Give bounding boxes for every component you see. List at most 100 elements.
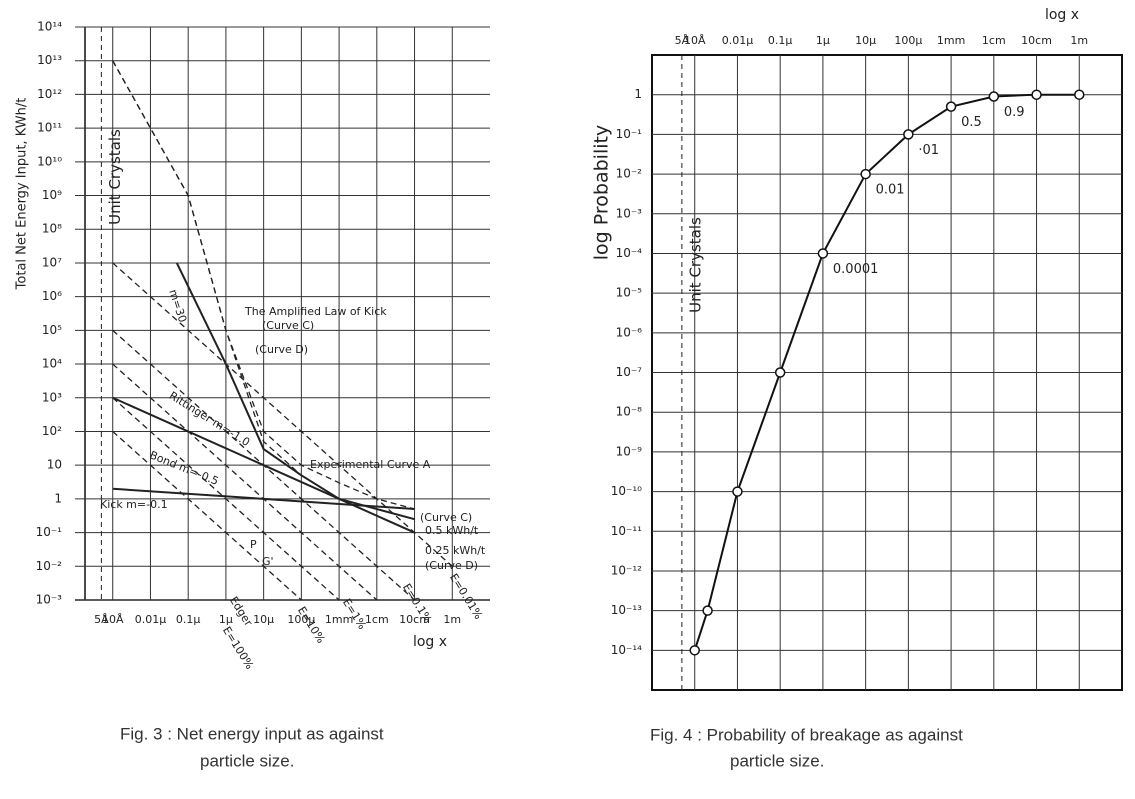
- y-tick-label: 10⁷: [42, 255, 62, 269]
- y-tick-label: 10⁻²: [616, 167, 643, 181]
- x-tick-label: 100μ: [894, 34, 922, 47]
- annotation: E=100%: [220, 624, 256, 671]
- x-tick-label: 0.01μ: [135, 613, 167, 626]
- y-tick-label: 10⁻¹: [36, 525, 63, 539]
- y-tick-label: 10⁻⁶: [616, 325, 643, 339]
- annotation: 0.5 kWh/t: [425, 524, 479, 537]
- y-tick-label: 10⁻¹: [616, 127, 643, 141]
- data-point: [732, 486, 743, 497]
- annotation: Experimental Curve A: [310, 458, 431, 471]
- x-tick-label: 1m: [443, 613, 461, 626]
- data-point: [860, 168, 871, 180]
- x-tick-label: 5Å: [94, 613, 109, 626]
- y-tick-label: 10⁻¹³: [611, 603, 642, 617]
- y-tick-label: 10¹⁴: [37, 20, 62, 34]
- y-tick-label: 10⁻³: [616, 206, 643, 220]
- y-tick-label: 10⁻⁸: [616, 405, 643, 419]
- x-tick-label: 100μ: [287, 613, 315, 626]
- annotation: The Amplified Law of Kick: [244, 305, 387, 318]
- x-axis-label: log x: [1045, 7, 1079, 23]
- y-tick-label: 10⁻⁵: [616, 286, 643, 300]
- y-tick-label: 10²: [42, 424, 62, 438]
- data-point: [903, 129, 914, 140]
- x-tick-label: 1m: [1070, 34, 1088, 47]
- reference-label: Unit Crystals: [106, 129, 124, 225]
- data-point: [689, 645, 700, 656]
- x-tick-label: 10μ: [253, 613, 274, 626]
- y-tick-label: 10⁶: [42, 289, 62, 303]
- caption: Fig. 4 : Probability of breakage as agai…: [650, 725, 963, 744]
- x-tick-label: 10cm: [1021, 34, 1052, 47]
- chart: 10⁻³ 10⁻² 10⁻¹ 1 10 10² 10³ 10⁴ 10⁵ 10⁶ 10⁷ 10⁸ 10⁹ 1…: [15, 20, 490, 770]
- x-tick-label: 1mm: [325, 613, 353, 626]
- series-line: [112, 363, 378, 601]
- x-tick-label: 10cm: [399, 613, 430, 626]
- y-tick-label: 1: [634, 87, 642, 101]
- x-tick-label: 1μ: [816, 34, 830, 47]
- x-tick-label: 0.1μ: [176, 613, 201, 626]
- x-tick-label: 1cm: [365, 613, 389, 626]
- y-tick-label: 10¹³: [37, 53, 62, 67]
- y-tick-label: 10⁻⁹: [616, 444, 643, 458]
- data-label: ·01: [918, 143, 939, 158]
- x-tick-label: 10μ: [855, 34, 876, 47]
- x-tick-label: 1cm: [982, 34, 1006, 47]
- x-tick-label: 1mm: [937, 34, 965, 47]
- y-tick-label: 10⁻²: [36, 559, 63, 573]
- annotation: (Curve C): [262, 319, 314, 332]
- series-line: [112, 262, 453, 567]
- data-point: [702, 605, 713, 616]
- y-tick-label: 10⁵: [42, 323, 62, 337]
- annotation: P: [250, 538, 257, 551]
- y-tick-label: 10¹⁰: [37, 154, 62, 168]
- annotation: G': [262, 555, 274, 568]
- annotation: Kick m=-0.1: [100, 498, 168, 511]
- annotation: 0.25 kWh/t: [425, 544, 486, 557]
- data-point: [945, 101, 957, 112]
- y-tick-label: 10⁻¹⁰: [611, 484, 642, 498]
- x-tick-label: 10Å: [684, 34, 706, 47]
- y-tick-label: 10⁸: [42, 222, 62, 236]
- annotation: Bond m=-0.5: [148, 449, 221, 488]
- x-tick-label: 1μ: [219, 613, 233, 626]
- data-label: 0.01: [876, 183, 905, 198]
- annotation: (Curve D): [255, 343, 308, 356]
- data-label: 0.0001: [833, 262, 879, 277]
- series-line: [112, 397, 340, 601]
- y-axis-label: log Probability: [591, 125, 613, 260]
- y-tick-label: 10¹²: [37, 87, 62, 101]
- y-axis-label: Total Net Energy Input, KWh/t: [15, 98, 30, 291]
- caption: particle size.: [200, 751, 294, 770]
- series-line: [112, 396, 415, 534]
- x-tick-label: 10Å: [102, 613, 124, 626]
- reference-label: Unit Crystals: [686, 217, 704, 313]
- caption: Fig. 3 : Net energy input as against: [120, 724, 384, 743]
- y-tick-label: 1: [54, 491, 62, 505]
- y-tick-label: 10⁻³: [36, 593, 63, 607]
- data-point: [1074, 89, 1085, 100]
- chart: 1 10⁻¹ 10⁻² 10⁻³ 10⁻⁴ 10⁻⁵ 10⁻⁶ 10⁻⁷ 10⁻⁸ 10⁻⁹ 10⁻…: [591, 7, 1123, 770]
- y-tick-label: 10: [47, 458, 62, 472]
- x-tick-label: 0.1μ: [768, 34, 793, 47]
- y-tick-label: 10³: [42, 390, 62, 404]
- annotation: (Curve C): [420, 511, 472, 524]
- series-line: [112, 430, 302, 601]
- caption: particle size.: [730, 751, 824, 770]
- data-label: 0.5: [961, 115, 982, 130]
- x-axis-label: log x: [413, 634, 447, 650]
- data-label: 0.9: [1004, 105, 1025, 120]
- y-tick-label: 10⁻¹¹: [611, 524, 642, 538]
- y-tick-label: 10⁻⁷: [616, 365, 643, 379]
- y-tick-label: 10⁹: [42, 188, 62, 202]
- y-tick-label: 10⁻⁴: [616, 246, 643, 260]
- data-point: [774, 367, 786, 378]
- y-tick-label: 10⁻¹²: [611, 563, 642, 577]
- annotation: (Curve D): [425, 559, 478, 572]
- y-tick-label: 10¹¹: [37, 121, 62, 135]
- data-point: [1031, 89, 1042, 100]
- x-tick-label: 5Å: [675, 34, 690, 47]
- data-point: [817, 248, 829, 259]
- x-tick-label: 0.01μ: [722, 34, 754, 47]
